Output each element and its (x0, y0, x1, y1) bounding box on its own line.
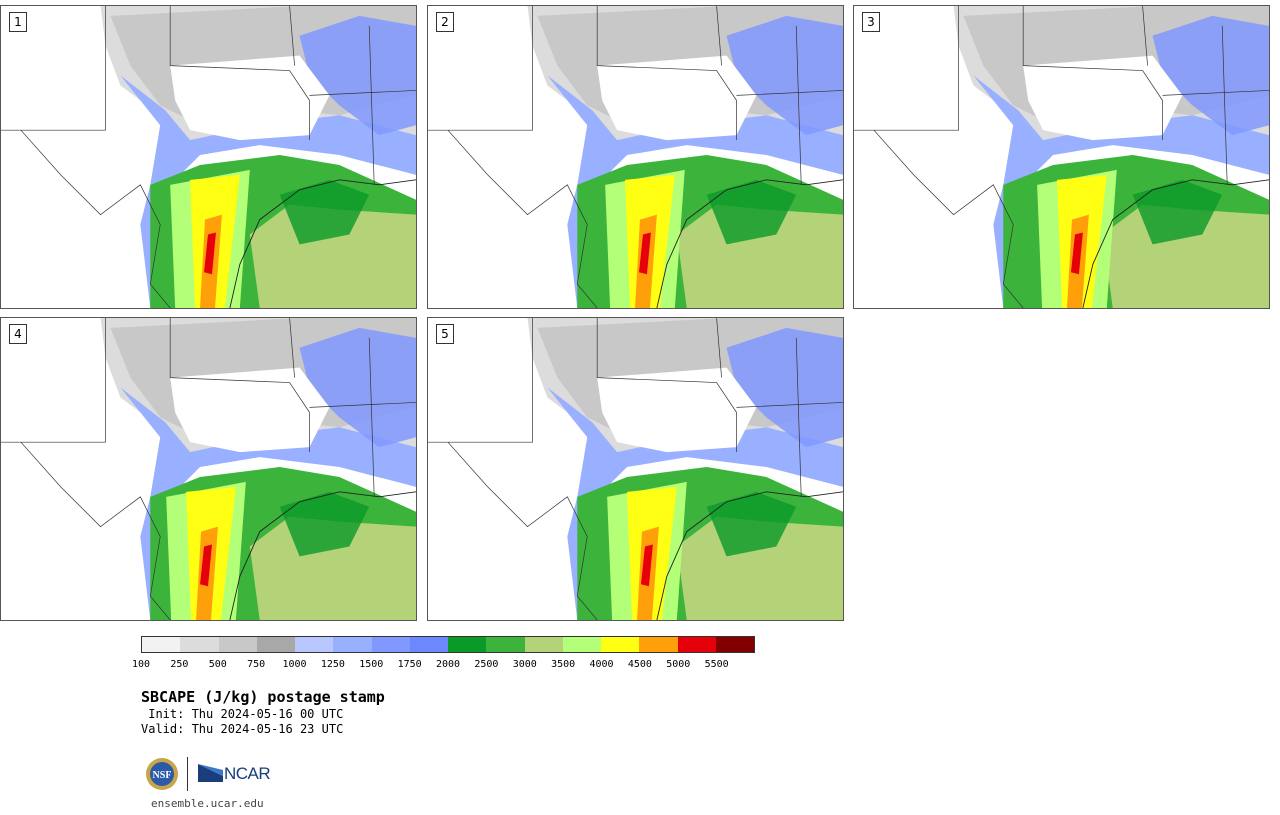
cape-map (1, 6, 416, 308)
panel-number: 5 (436, 324, 454, 344)
colorbar-tick-label: 5000 (666, 659, 691, 670)
cape-map (854, 6, 1269, 308)
nsf-logo-icon: NSF (146, 758, 178, 790)
colorbar (141, 636, 755, 653)
map-panel-3: 3 (853, 5, 1270, 309)
colorbar-swatch (333, 637, 372, 652)
valid-time: Valid: Thu 2024-05-16 23 UTC (141, 722, 344, 736)
colorbar-swatch (256, 637, 295, 652)
colorbar-swatch (295, 637, 334, 652)
panel-number: 2 (436, 12, 454, 32)
panel-number: 3 (862, 12, 880, 32)
colorbar-swatch (218, 637, 257, 652)
colorbar-tick-label: 4500 (627, 659, 652, 670)
colorbar-swatch (677, 637, 716, 652)
colorbar-tick-label: 250 (170, 659, 189, 670)
nsf-logo-text: NSF (153, 770, 172, 781)
colorbar-tick-label: 1500 (359, 659, 384, 670)
colorbar-swatch (562, 637, 601, 652)
panel-number: 1 (9, 12, 27, 32)
colorbar-tick-label: 4000 (589, 659, 614, 670)
site-url: ensemble.ucar.edu (151, 797, 264, 810)
colorbar-swatch (180, 637, 219, 652)
ncar-logo-text: NCAR (224, 764, 271, 783)
map-panel-2: 2 (427, 5, 844, 309)
colorbar-swatch (486, 637, 525, 652)
colorbar-tick-label: 2000 (435, 659, 461, 670)
colorbar-tick-label: 1750 (397, 659, 422, 670)
colorbar-swatch (371, 637, 410, 652)
colorbar-tick-label: 1250 (320, 659, 345, 670)
chart-title: SBCAPE (J/kg) postage stamp (141, 688, 385, 706)
colorbar-swatch (601, 637, 640, 652)
init-time: Init: Thu 2024-05-16 00 UTC (141, 707, 344, 721)
cape-map (1, 318, 416, 620)
colorbar-tick-label: 5500 (704, 659, 729, 670)
map-panel-1: 1 (0, 5, 417, 309)
cape-map (428, 318, 843, 620)
logo-divider (187, 757, 188, 791)
colorbar-swatch (639, 637, 678, 652)
colorbar-tick-label: 2500 (474, 659, 499, 670)
colorbar-swatch (409, 637, 448, 652)
colorbar-swatch (524, 637, 563, 652)
panel-number: 4 (9, 324, 27, 344)
map-panel-5: 5 (427, 317, 844, 621)
cape-map (428, 6, 843, 308)
colorbar-tick-label: 500 (208, 659, 227, 670)
colorbar-tick-label: 3500 (551, 659, 576, 670)
colorbar-tick-label: 1000 (282, 659, 307, 670)
colorbar-swatch (448, 637, 487, 652)
colorbar-tick-label: 3000 (512, 659, 537, 670)
colorbar-tick-label: 100 (131, 659, 151, 670)
colorbar-tick-labels: 100 250 500 750 1000 1250 1500 1750 2000 2500 3000… (132, 659, 755, 673)
map-panel-4: 4 (0, 317, 417, 621)
colorbar-swatch (715, 637, 754, 652)
colorbar-tick-label: 750 (247, 659, 266, 670)
colorbar-swatch (142, 637, 181, 652)
ncar-logo-icon (198, 764, 223, 782)
